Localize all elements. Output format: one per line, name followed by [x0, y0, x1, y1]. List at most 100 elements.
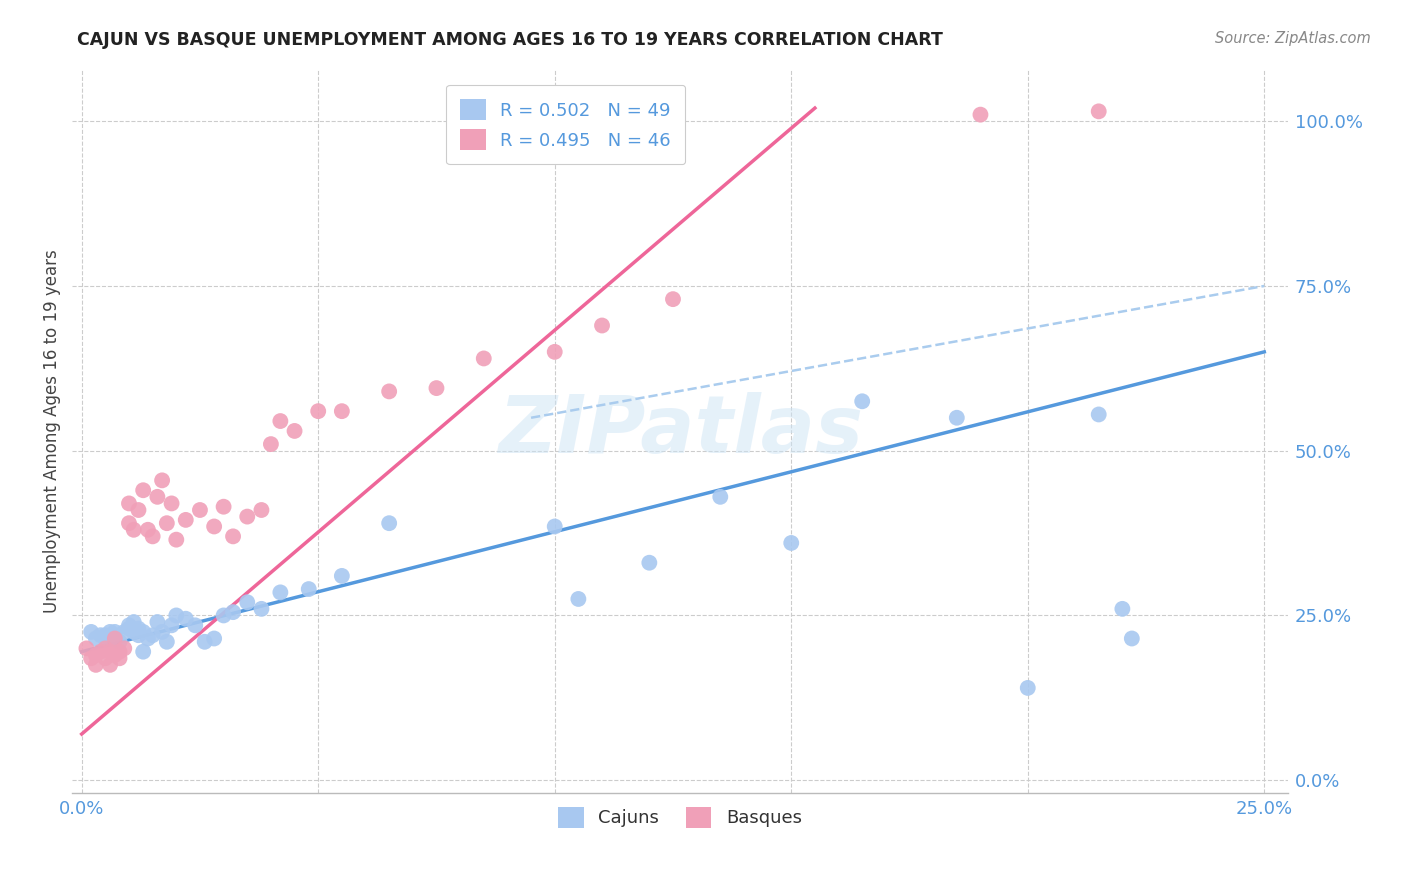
- Point: [94, 641, 117, 656]
- Legend: Cajuns, Basques: Cajuns, Basques: [551, 800, 808, 835]
- Point: [269, 414, 291, 428]
- Point: [284, 424, 307, 438]
- Point: [212, 608, 235, 623]
- Point: [194, 634, 217, 648]
- Point: [118, 516, 141, 531]
- Point: [269, 585, 291, 599]
- Point: [84, 657, 107, 672]
- Point: [136, 632, 159, 646]
- Point: [142, 628, 165, 642]
- Point: [378, 516, 401, 531]
- Point: [250, 503, 273, 517]
- Point: [94, 651, 117, 665]
- Text: Source: ZipAtlas.com: Source: ZipAtlas.com: [1215, 31, 1371, 46]
- Point: [250, 602, 273, 616]
- Point: [108, 645, 131, 659]
- Point: [591, 318, 613, 333]
- Point: [142, 529, 165, 543]
- Point: [104, 632, 127, 646]
- Point: [132, 483, 155, 498]
- Point: [108, 634, 131, 648]
- Point: [127, 628, 149, 642]
- Point: [1111, 602, 1133, 616]
- Point: [94, 632, 117, 646]
- Point: [108, 651, 131, 665]
- Point: [544, 344, 567, 359]
- Point: [80, 624, 103, 639]
- Point: [184, 618, 207, 632]
- Point: [969, 108, 991, 122]
- Point: [236, 595, 259, 609]
- Point: [378, 384, 401, 399]
- Point: [84, 632, 107, 646]
- Point: [472, 351, 495, 366]
- Point: [112, 641, 135, 656]
- Point: [330, 569, 353, 583]
- Point: [662, 292, 685, 306]
- Point: [544, 519, 567, 533]
- Point: [98, 645, 121, 659]
- Point: [780, 536, 803, 550]
- Point: [118, 618, 141, 632]
- Point: [136, 523, 159, 537]
- Point: [104, 624, 127, 639]
- Point: [1017, 681, 1039, 695]
- Point: [98, 657, 121, 672]
- Point: [165, 608, 187, 623]
- Text: ZIPatlas: ZIPatlas: [498, 392, 863, 470]
- Point: [174, 513, 197, 527]
- Point: [90, 628, 112, 642]
- Point: [202, 632, 225, 646]
- Point: [222, 605, 245, 619]
- Point: [127, 622, 149, 636]
- Point: [330, 404, 353, 418]
- Y-axis label: Unemployment Among Ages 16 to 19 years: Unemployment Among Ages 16 to 19 years: [44, 249, 60, 613]
- Point: [80, 651, 103, 665]
- Point: [567, 591, 589, 606]
- Point: [851, 394, 873, 409]
- Point: [127, 503, 149, 517]
- Point: [132, 624, 155, 639]
- Point: [84, 648, 107, 662]
- Point: [98, 624, 121, 639]
- Point: [146, 615, 169, 629]
- Point: [165, 533, 187, 547]
- Point: [298, 582, 321, 596]
- Point: [112, 624, 135, 639]
- Point: [132, 645, 155, 659]
- Point: [425, 381, 447, 395]
- Point: [150, 474, 173, 488]
- Point: [222, 529, 245, 543]
- Point: [709, 490, 731, 504]
- Point: [104, 648, 127, 662]
- Point: [104, 628, 127, 642]
- Point: [188, 503, 211, 517]
- Point: [156, 516, 179, 531]
- Point: [118, 496, 141, 510]
- Point: [307, 404, 329, 418]
- Point: [122, 615, 145, 629]
- Text: CAJUN VS BASQUE UNEMPLOYMENT AMONG AGES 16 TO 19 YEARS CORRELATION CHART: CAJUN VS BASQUE UNEMPLOYMENT AMONG AGES …: [77, 31, 943, 49]
- Point: [174, 612, 197, 626]
- Point: [202, 519, 225, 533]
- Point: [1087, 104, 1109, 119]
- Point: [150, 624, 173, 639]
- Point: [160, 618, 183, 632]
- Point: [156, 634, 179, 648]
- Point: [94, 628, 117, 642]
- Point: [75, 641, 97, 656]
- Point: [260, 437, 283, 451]
- Point: [122, 523, 145, 537]
- Point: [1087, 408, 1109, 422]
- Point: [90, 645, 112, 659]
- Point: [236, 509, 259, 524]
- Point: [160, 496, 183, 510]
- Point: [98, 632, 121, 646]
- Point: [212, 500, 235, 514]
- Point: [118, 622, 141, 636]
- Point: [638, 556, 661, 570]
- Point: [122, 624, 145, 639]
- Point: [1121, 632, 1143, 646]
- Point: [946, 410, 969, 425]
- Point: [146, 490, 169, 504]
